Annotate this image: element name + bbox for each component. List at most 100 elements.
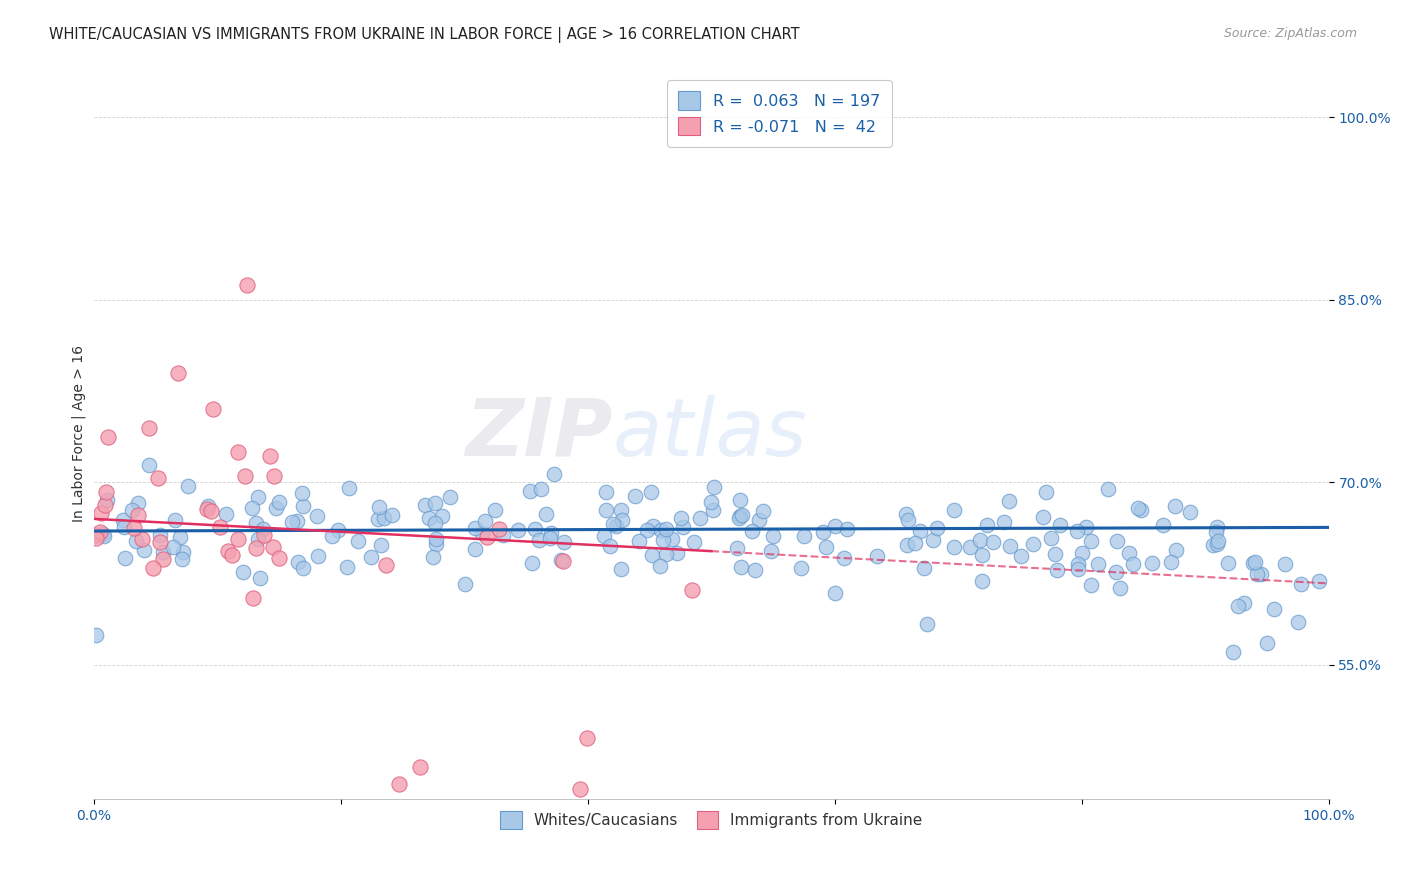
Point xyxy=(373,511,395,525)
Point xyxy=(418,511,440,525)
Point xyxy=(1071,546,1094,560)
Point xyxy=(201,402,224,417)
Point xyxy=(221,548,243,562)
Point xyxy=(246,532,269,546)
Point xyxy=(624,489,647,503)
Point xyxy=(761,544,783,558)
Point xyxy=(488,522,510,536)
Point xyxy=(683,534,706,549)
Point xyxy=(291,486,314,500)
Legend: Whites/Caucasians, Immigrants from Ukraine: Whites/Caucasians, Immigrants from Ukrai… xyxy=(494,805,928,835)
Point xyxy=(741,524,763,538)
Point xyxy=(269,551,291,566)
Point xyxy=(439,490,461,504)
Point xyxy=(523,522,546,536)
Point xyxy=(762,529,785,543)
Point xyxy=(1039,531,1062,545)
Point xyxy=(650,524,672,538)
Point xyxy=(430,509,453,524)
Text: WHITE/CAUCASIAN VS IMMIGRANTS FROM UKRAINE IN LABOR FORCE | AGE > 16 CORRELATION: WHITE/CAUCASIAN VS IMMIGRANTS FROM UKRAI… xyxy=(49,27,800,43)
Point xyxy=(790,561,813,575)
Point xyxy=(636,523,658,537)
Text: atlas: atlas xyxy=(613,394,807,473)
Point xyxy=(425,537,447,551)
Point xyxy=(1126,501,1149,516)
Point xyxy=(172,552,194,566)
Point xyxy=(138,420,160,434)
Point xyxy=(1032,510,1054,524)
Point xyxy=(242,591,264,606)
Point xyxy=(91,526,114,541)
Point xyxy=(1250,566,1272,581)
Point xyxy=(1286,615,1309,629)
Point xyxy=(643,518,665,533)
Point xyxy=(267,495,290,509)
Point xyxy=(454,577,477,591)
Point xyxy=(835,522,858,536)
Point xyxy=(1097,482,1119,496)
Point xyxy=(744,563,766,577)
Point xyxy=(969,533,991,548)
Point xyxy=(425,516,447,531)
Point xyxy=(165,514,187,528)
Point xyxy=(247,490,270,504)
Point xyxy=(1244,555,1267,569)
Point xyxy=(595,485,617,500)
Point xyxy=(169,530,191,544)
Point xyxy=(1035,485,1057,500)
Point xyxy=(824,586,846,600)
Point xyxy=(264,501,287,516)
Point xyxy=(249,571,271,585)
Point xyxy=(998,494,1021,508)
Point xyxy=(415,498,437,512)
Point xyxy=(1205,537,1227,551)
Point xyxy=(681,583,703,598)
Point xyxy=(814,540,837,554)
Point xyxy=(233,468,256,483)
Point xyxy=(474,514,496,528)
Point xyxy=(149,527,172,541)
Point xyxy=(897,513,920,527)
Point xyxy=(307,549,329,564)
Point xyxy=(381,508,404,522)
Point xyxy=(700,495,723,509)
Point xyxy=(226,445,249,459)
Point xyxy=(1178,505,1201,519)
Point xyxy=(1122,557,1144,571)
Point xyxy=(593,529,616,543)
Point xyxy=(388,777,411,791)
Point xyxy=(811,524,834,539)
Point xyxy=(894,507,917,521)
Point xyxy=(1256,636,1278,650)
Y-axis label: In Labor Force | Age > 16: In Labor Force | Age > 16 xyxy=(72,345,86,522)
Point xyxy=(475,530,498,544)
Point xyxy=(728,511,751,525)
Point xyxy=(1202,538,1225,552)
Point xyxy=(972,548,994,562)
Point xyxy=(1080,577,1102,591)
Point xyxy=(1105,565,1128,579)
Point xyxy=(232,565,254,579)
Point xyxy=(917,616,939,631)
Point xyxy=(970,574,993,588)
Point xyxy=(1067,562,1090,576)
Point xyxy=(1233,596,1256,610)
Point xyxy=(367,500,389,514)
Point xyxy=(408,760,430,774)
Point xyxy=(553,535,575,549)
Point xyxy=(725,541,748,555)
Point xyxy=(993,516,1015,530)
Point xyxy=(529,483,551,497)
Point xyxy=(84,531,107,545)
Point xyxy=(97,429,120,443)
Point xyxy=(1246,566,1268,581)
Point xyxy=(484,502,506,516)
Point xyxy=(921,533,943,547)
Point xyxy=(519,483,541,498)
Point xyxy=(538,531,561,545)
Point xyxy=(84,627,107,641)
Point xyxy=(834,550,856,565)
Point xyxy=(661,533,683,547)
Point xyxy=(262,541,284,555)
Point xyxy=(508,523,530,537)
